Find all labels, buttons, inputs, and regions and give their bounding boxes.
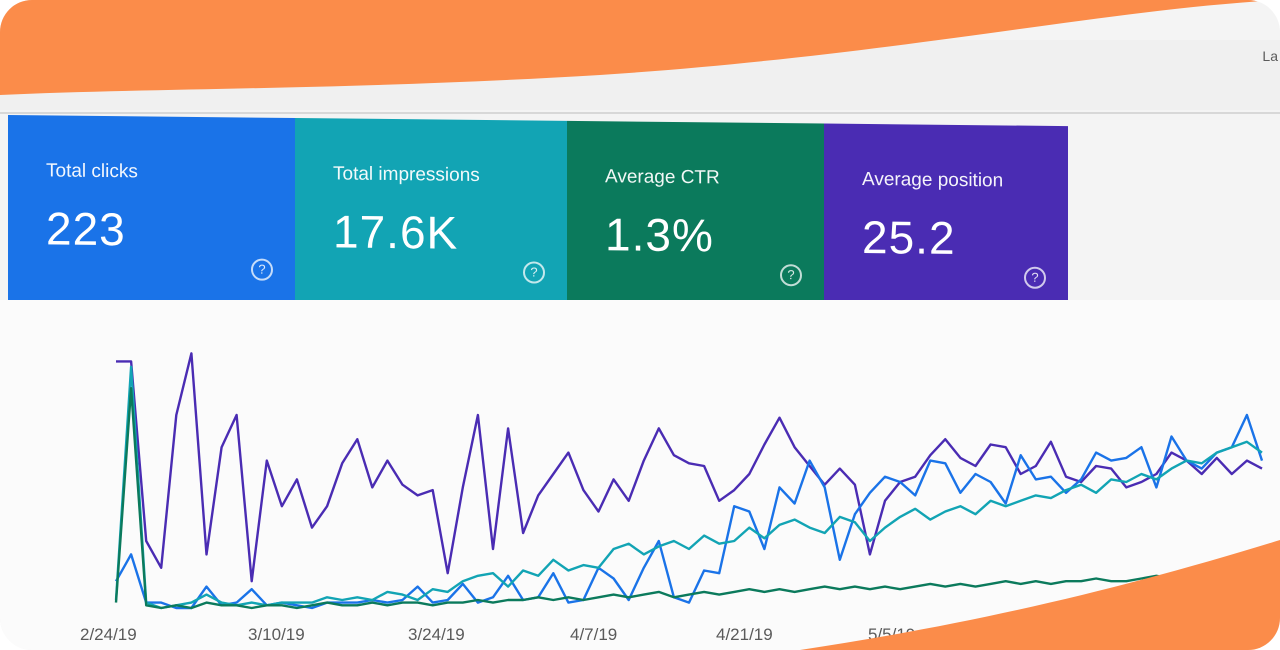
card-total-clicks[interactable]: Total clicks 223 ? <box>8 115 295 304</box>
x-tick-label: 3/24/19 <box>408 625 465 644</box>
chart-area <box>0 300 1280 650</box>
header-divider <box>0 112 1280 114</box>
help-icon[interactable]: ? <box>523 261 545 284</box>
x-tick-label: 3/10/19 <box>248 625 305 644</box>
x-tick-label: 2/24/19 <box>80 625 137 644</box>
card-label: Total impressions <box>333 163 480 186</box>
help-icon[interactable]: ? <box>780 264 802 287</box>
card-value: 1.3% <box>605 208 714 262</box>
top-right-label: La <box>1262 48 1278 64</box>
card-average-position[interactable]: Average position 25.2 ? <box>824 123 1068 312</box>
card-value: 223 <box>46 202 126 256</box>
help-icon[interactable]: ? <box>251 258 273 281</box>
card-total-impressions[interactable]: Total impressions 17.6K ? <box>295 118 567 306</box>
decorative-top-wave <box>0 0 1280 95</box>
chart-series-line-3 <box>114 365 1263 610</box>
decorative-bottom-wave <box>800 540 1280 650</box>
card-label: Total clicks <box>46 160 138 183</box>
card-value: 25.2 <box>862 210 956 264</box>
performance-line-chart <box>114 352 1264 610</box>
x-tick-label: 4/7/19 <box>570 625 618 644</box>
card-value: 17.6K <box>333 205 459 259</box>
metric-cards: Total clicks 223 ? Total impressions 17.… <box>8 115 1068 316</box>
card-average-ctr[interactable]: Average CTR 1.3% ? <box>567 120 824 309</box>
card-label: Average position <box>862 168 1004 192</box>
chart-series-line-1 <box>116 352 1263 583</box>
card-label: Average CTR <box>605 166 720 189</box>
x-tick-label: 4/21/19 <box>716 625 773 644</box>
chart-series-line-4 <box>114 386 1263 610</box>
help-icon[interactable]: ? <box>1024 266 1046 289</box>
